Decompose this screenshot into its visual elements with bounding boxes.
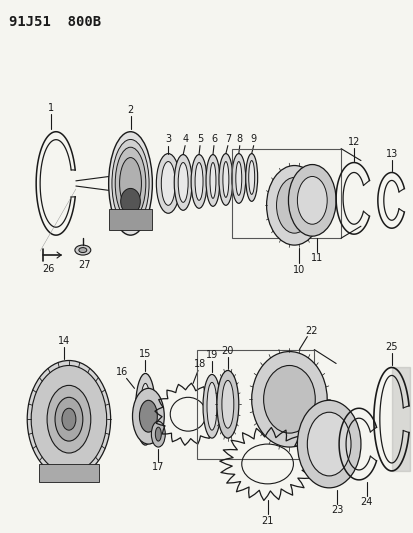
Text: 8: 8 — [236, 134, 242, 144]
Ellipse shape — [139, 400, 157, 432]
Ellipse shape — [195, 163, 202, 200]
Ellipse shape — [27, 360, 110, 478]
Text: 11: 11 — [311, 253, 323, 263]
Text: 23: 23 — [330, 505, 342, 515]
Ellipse shape — [276, 177, 311, 233]
Ellipse shape — [251, 352, 326, 447]
Text: 17: 17 — [152, 462, 164, 472]
Text: 14: 14 — [58, 336, 70, 345]
Ellipse shape — [297, 400, 360, 488]
Bar — [231, 149, 340, 238]
Ellipse shape — [119, 158, 141, 209]
Text: 20: 20 — [221, 345, 233, 356]
Ellipse shape — [75, 245, 90, 255]
Ellipse shape — [156, 154, 180, 213]
Text: 19: 19 — [205, 350, 218, 360]
Ellipse shape — [174, 155, 192, 211]
Ellipse shape — [216, 370, 238, 438]
Ellipse shape — [306, 412, 350, 476]
Ellipse shape — [178, 163, 188, 203]
Ellipse shape — [78, 248, 87, 253]
Text: 16: 16 — [116, 367, 128, 377]
Text: 1: 1 — [48, 103, 54, 113]
Text: 6: 6 — [210, 134, 216, 144]
Ellipse shape — [121, 188, 140, 214]
Text: 10: 10 — [292, 265, 305, 275]
Text: 21: 21 — [261, 515, 273, 526]
Ellipse shape — [245, 154, 257, 201]
Text: 91J51  800B: 91J51 800B — [9, 15, 101, 29]
Ellipse shape — [206, 382, 216, 430]
Ellipse shape — [62, 408, 76, 430]
Ellipse shape — [231, 154, 245, 203]
Bar — [197, 350, 313, 459]
Text: 18: 18 — [193, 359, 206, 369]
Ellipse shape — [235, 161, 241, 196]
Text: 12: 12 — [347, 136, 359, 147]
Text: 9: 9 — [250, 134, 256, 144]
Ellipse shape — [132, 389, 164, 444]
Ellipse shape — [218, 154, 232, 205]
Ellipse shape — [248, 160, 254, 195]
Ellipse shape — [140, 383, 150, 435]
Ellipse shape — [112, 140, 149, 228]
Text: 2: 2 — [127, 105, 133, 115]
Ellipse shape — [191, 155, 206, 208]
Ellipse shape — [135, 374, 155, 445]
Ellipse shape — [55, 397, 83, 441]
Ellipse shape — [108, 132, 152, 235]
Ellipse shape — [151, 421, 165, 447]
Text: 3: 3 — [165, 134, 171, 144]
Bar — [108, 209, 152, 230]
Ellipse shape — [297, 176, 326, 224]
Ellipse shape — [161, 161, 175, 205]
Text: 26: 26 — [42, 264, 54, 274]
Text: 22: 22 — [304, 326, 317, 336]
Ellipse shape — [115, 147, 145, 220]
Ellipse shape — [263, 366, 315, 433]
Text: 13: 13 — [385, 149, 397, 159]
Ellipse shape — [206, 155, 219, 206]
Text: 24: 24 — [360, 497, 372, 507]
Ellipse shape — [288, 165, 335, 236]
Bar — [39, 464, 98, 482]
Ellipse shape — [202, 375, 221, 438]
Ellipse shape — [47, 385, 90, 453]
Ellipse shape — [31, 366, 107, 473]
Ellipse shape — [222, 161, 228, 197]
Text: 7: 7 — [224, 134, 230, 144]
Text: 25: 25 — [385, 342, 397, 352]
Text: 27: 27 — [78, 260, 91, 270]
Text: 4: 4 — [182, 134, 188, 144]
Ellipse shape — [266, 166, 321, 245]
Ellipse shape — [209, 163, 216, 198]
Ellipse shape — [155, 427, 161, 441]
Ellipse shape — [221, 381, 233, 428]
Text: 15: 15 — [139, 349, 151, 359]
Text: 5: 5 — [197, 134, 203, 144]
